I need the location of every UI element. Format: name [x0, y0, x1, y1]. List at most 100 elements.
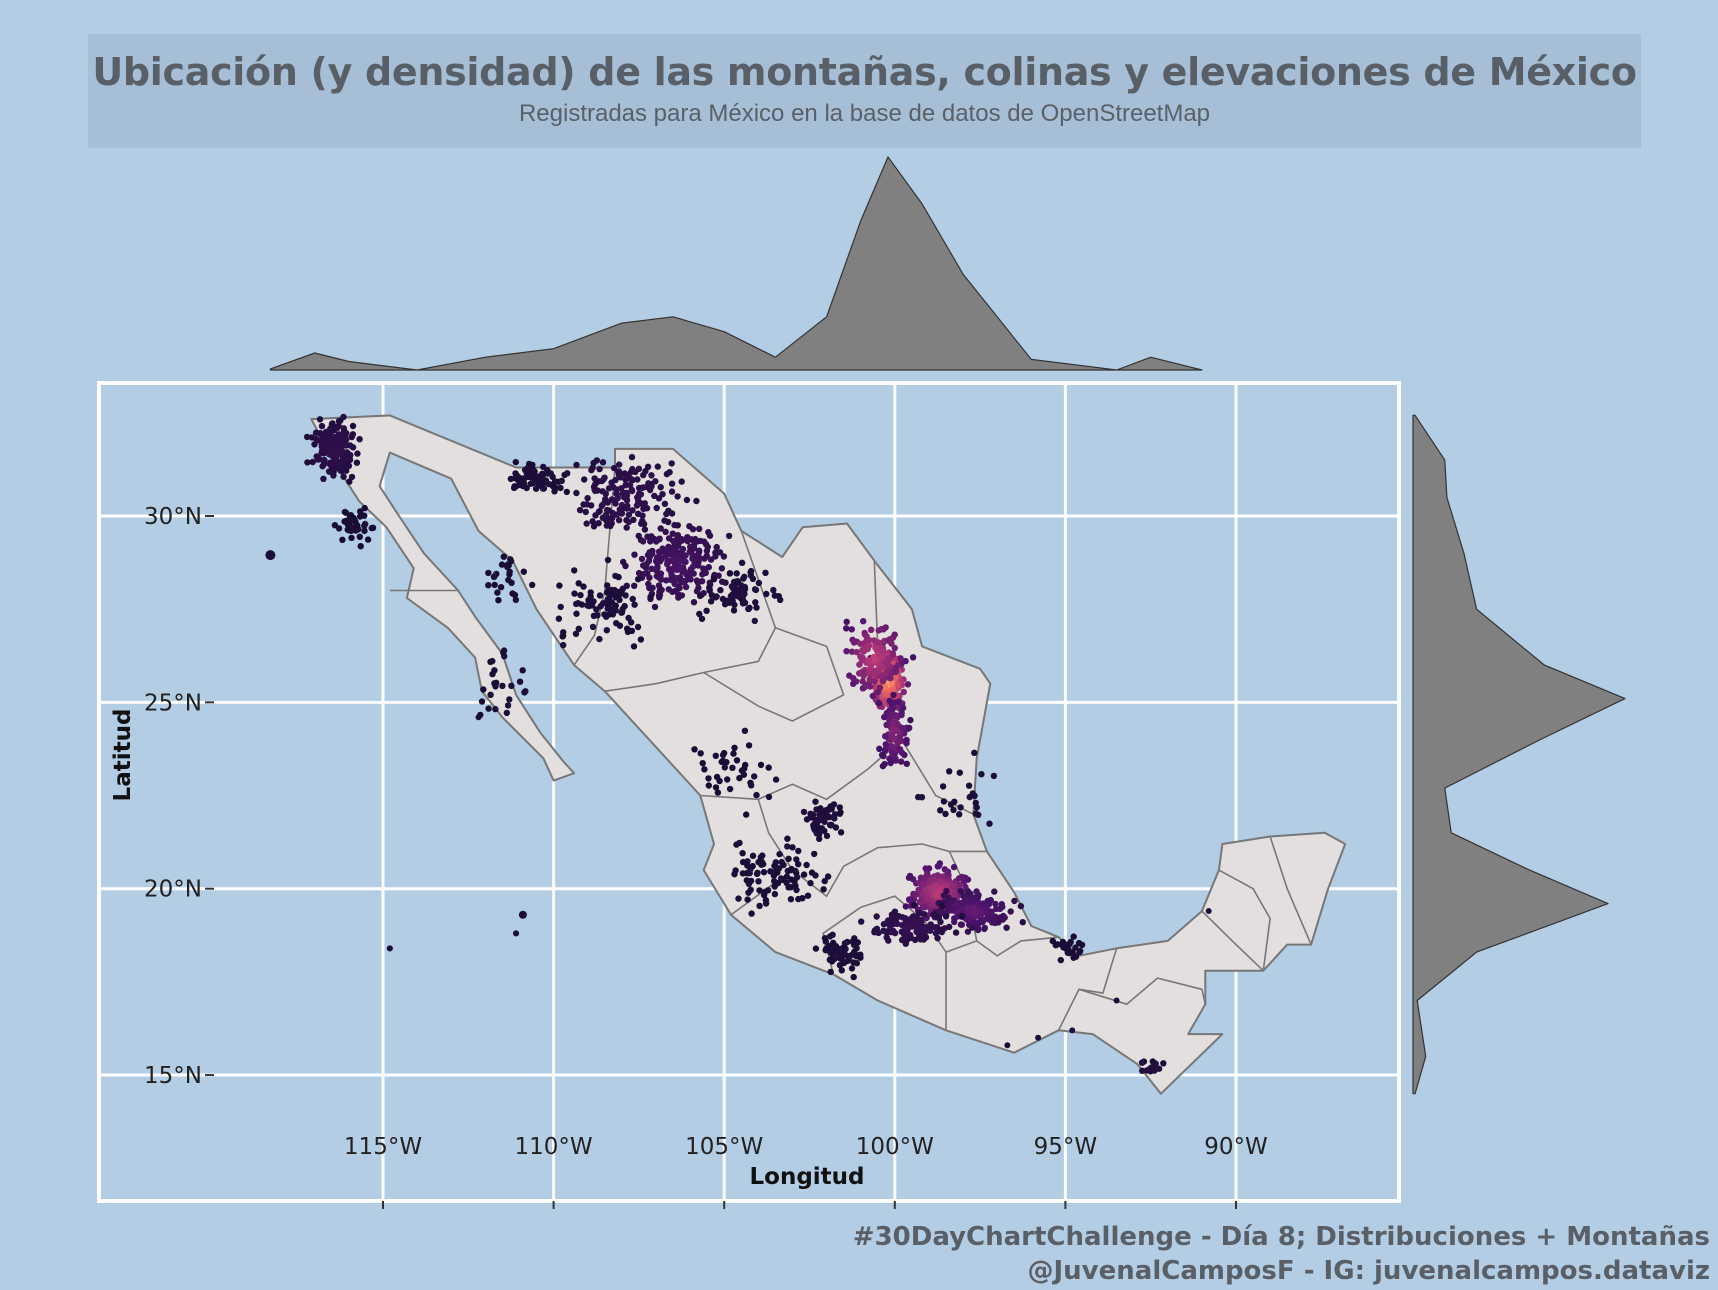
mountain-point: [615, 471, 623, 479]
mountain-point: [687, 566, 694, 573]
mountain-point: [603, 627, 610, 634]
mountain-point: [1000, 912, 1007, 920]
mountain-point: [860, 647, 868, 654]
mountain-point: [616, 461, 623, 468]
mountain-point: [850, 973, 857, 981]
mountain-point: [664, 518, 672, 526]
mountain-point: [590, 523, 598, 530]
mountain-point: [555, 478, 562, 485]
mountain-point: [689, 551, 696, 559]
mountain-point: [850, 675, 857, 682]
mountain-point: [668, 488, 676, 495]
mountain-point: [629, 476, 636, 484]
mountain-point: [490, 573, 498, 580]
mountain-point: [848, 626, 855, 633]
mountain-point: [756, 902, 763, 910]
mountain-point: [494, 589, 501, 596]
title-banner: Ubicación (y densidad) de las montañas, …: [88, 34, 1641, 148]
mountain-point: [603, 522, 610, 529]
mountain-point: [648, 472, 655, 479]
mountain-point: [800, 871, 808, 878]
mountain-point: [1019, 919, 1026, 926]
mountain-point: [829, 931, 836, 938]
mountain-point: [891, 644, 898, 652]
mountain-point: [741, 727, 749, 734]
mountain-point: [697, 537, 704, 545]
mountain-point: [1067, 938, 1074, 946]
mountain-point: [671, 541, 679, 548]
mountain-point: [713, 773, 721, 781]
mountain-point: [948, 907, 955, 914]
mountain-point: [763, 590, 770, 598]
state-border: [945, 936, 1059, 957]
mountain-point: [778, 858, 785, 866]
mountain-point: [674, 522, 681, 529]
mountain-point: [485, 582, 492, 589]
mountain-point: [527, 480, 535, 487]
mountain-point: [674, 558, 681, 565]
mountain-point: [965, 782, 973, 789]
mountain-point: [850, 639, 858, 646]
mountain-point: [890, 744, 897, 751]
mountain-point: [676, 574, 684, 581]
mountain-point: [932, 892, 940, 899]
mountain-point: [489, 670, 496, 678]
mountain-point: [612, 572, 619, 580]
mountain-point: [641, 526, 649, 533]
mountain-point: [1061, 943, 1068, 950]
mountain-point: [699, 571, 706, 578]
mountain-point: [757, 761, 765, 769]
mountain-point: [603, 517, 610, 524]
mountain-point: [841, 940, 849, 947]
mountain-point: [551, 488, 558, 495]
mountain-point: [504, 563, 511, 571]
mountain-point: [735, 895, 742, 902]
mountain-point: [539, 485, 547, 492]
mountain-point: [719, 758, 726, 765]
mountain-point: [335, 417, 343, 425]
mountain-point: [741, 599, 749, 606]
mountain-point: [364, 536, 372, 543]
mountain-point: [910, 901, 918, 909]
mountain-point: [957, 887, 964, 895]
mountain-point: [690, 599, 698, 606]
mountain-point: [349, 422, 357, 430]
mountain-point: [591, 475, 598, 482]
mountain-point: [339, 536, 346, 543]
mountain-point: [957, 804, 964, 811]
mountain-point: [837, 952, 844, 959]
mountain-point: [719, 751, 727, 759]
mountain-point: [655, 574, 662, 581]
mountain-point: [873, 913, 880, 920]
mountain-point: [902, 915, 909, 922]
mountain-point: [1078, 941, 1086, 949]
latitude-density-curve: [1412, 414, 1626, 1095]
mountain-point: [335, 451, 342, 458]
mountain-point: [699, 760, 706, 767]
mountain-point: [576, 506, 584, 514]
mountain-point: [507, 556, 514, 563]
mountain-point: [951, 798, 958, 805]
mountain-point: [678, 536, 685, 543]
mountain-point: [739, 850, 746, 857]
mountain-point: [745, 880, 753, 888]
mountain-point: [485, 569, 492, 577]
mountain-point: [329, 420, 336, 427]
mountain-point: [683, 496, 691, 504]
mountain-point: [648, 533, 655, 540]
mountain-point: [695, 555, 703, 562]
mountain-point: [318, 422, 326, 430]
mountain-point: [323, 445, 330, 452]
mountain-point: [812, 798, 819, 805]
mountain-point: [596, 592, 604, 599]
mountain-point: [592, 487, 599, 494]
mountain-point: [348, 473, 356, 481]
mountain-point: [752, 599, 759, 606]
mountain-point: [696, 610, 703, 618]
mountain-point: [604, 582, 611, 589]
mountain-point: [701, 766, 708, 773]
mountain-point: [556, 582, 563, 589]
mountain-point: [934, 935, 941, 942]
mountain-point: [480, 686, 487, 693]
mountain-point: [529, 581, 536, 589]
